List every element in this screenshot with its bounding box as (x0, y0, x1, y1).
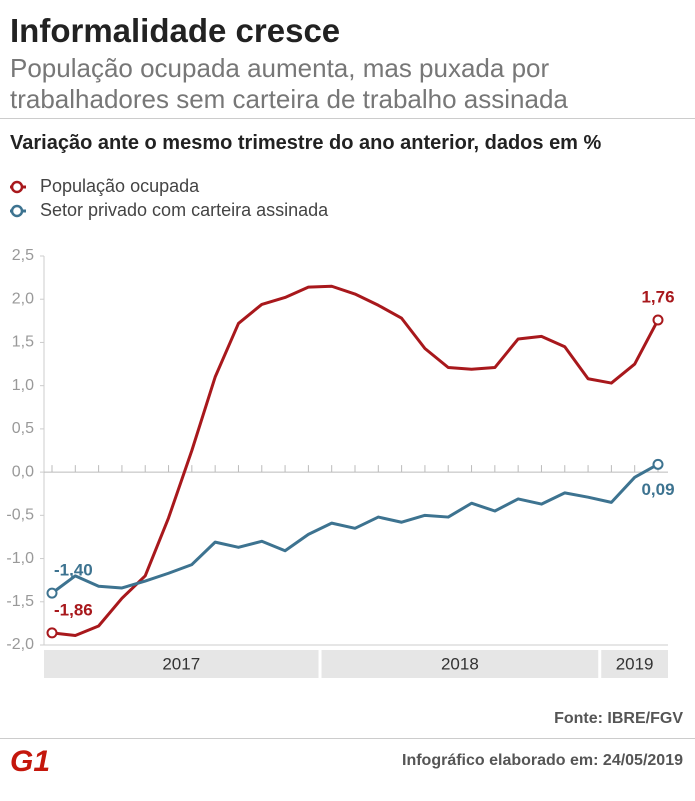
end-marker (652, 458, 664, 470)
year-label: 2019 (616, 654, 654, 673)
date: Infográfico elaborado em: 24/05/2019 (402, 752, 683, 769)
end-marker (46, 587, 58, 599)
legend-marker (10, 204, 24, 218)
logo: G1 (10, 745, 51, 778)
year-band (601, 650, 668, 678)
legend-label: Setor privado com carteira assinada (40, 200, 329, 220)
series-line (51, 284, 660, 637)
end-marker (46, 627, 58, 639)
y-tick-label: -1,5 (6, 593, 34, 610)
legend-label: População ocupada (40, 176, 200, 196)
title: Informalidade cresce (10, 12, 341, 49)
value-label: 1,76 (641, 287, 674, 306)
year-label: 2017 (162, 654, 200, 673)
legend-marker (10, 180, 24, 194)
value-label: 0,09 (641, 480, 674, 499)
y-tick-label: 0,5 (12, 420, 34, 437)
separator (0, 118, 695, 119)
y-tick-label: -1,0 (6, 550, 34, 567)
y-tick-label: 1,0 (12, 377, 34, 394)
end-marker (652, 314, 664, 326)
y-tick-label: 2,0 (12, 290, 34, 307)
subtitle: População ocupada aumenta, mas puxada po… (10, 53, 568, 114)
year-band (44, 650, 319, 678)
y-tick-label: 2,5 (12, 247, 34, 264)
chart-title: Variação ante o mesmo trimestre do ano a… (10, 132, 602, 154)
year-label: 2018 (441, 654, 479, 673)
separator (0, 738, 695, 739)
y-tick-label: -0,5 (6, 507, 34, 524)
value-label: -1,86 (54, 600, 93, 619)
y-tick-label: 1,5 (12, 334, 34, 351)
y-tick-label: 0,0 (12, 463, 34, 480)
value-label: -1,40 (54, 561, 93, 580)
year-band (321, 650, 599, 678)
series-line (51, 463, 659, 595)
source: Fonte: IBRE/FGV (554, 710, 683, 727)
y-tick-label: -2,0 (6, 636, 34, 653)
